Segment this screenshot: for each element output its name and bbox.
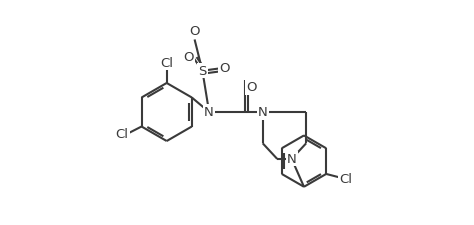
Text: S: S — [198, 65, 207, 78]
Text: Cl: Cl — [116, 128, 128, 141]
Text: O: O — [183, 51, 194, 64]
Text: O: O — [219, 62, 229, 74]
Text: N: N — [258, 106, 267, 119]
Text: Cl: Cl — [160, 56, 173, 70]
Text: N: N — [287, 153, 297, 166]
Text: N: N — [204, 106, 214, 119]
Text: O: O — [246, 81, 256, 94]
Text: O: O — [189, 25, 200, 38]
Text: Cl: Cl — [339, 172, 352, 185]
